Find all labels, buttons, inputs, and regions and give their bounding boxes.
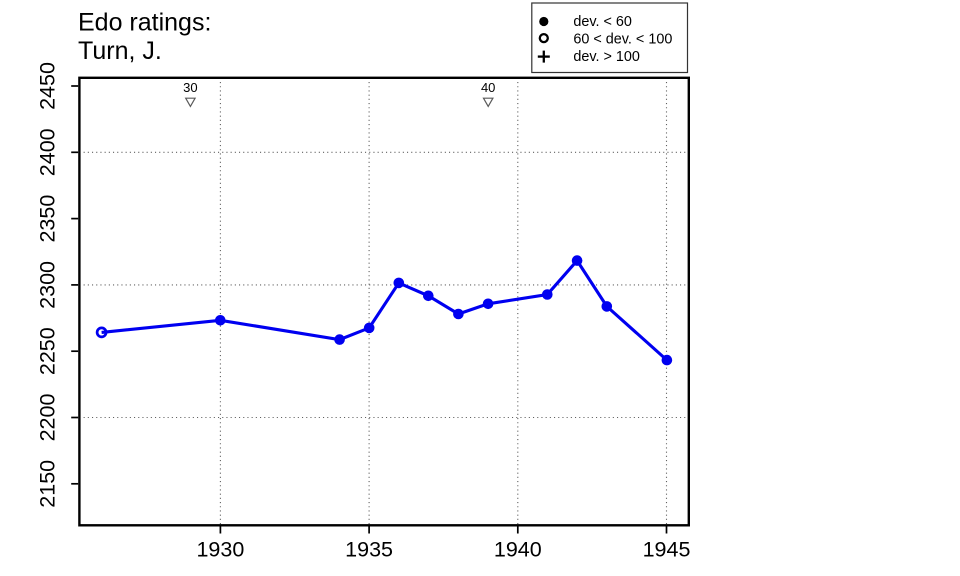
svg-text:30: 30	[183, 80, 197, 95]
svg-text:1930: 1930	[196, 538, 244, 562]
svg-text:2350: 2350	[36, 195, 60, 243]
svg-text:Turn, J.: Turn, J.	[78, 37, 162, 65]
svg-text:2250: 2250	[36, 327, 60, 375]
svg-text:1940: 1940	[494, 538, 542, 562]
svg-text:2300: 2300	[36, 261, 60, 309]
svg-text:1935: 1935	[345, 538, 393, 562]
svg-text:2400: 2400	[36, 128, 60, 176]
svg-text:2150: 2150	[36, 460, 60, 508]
svg-text:Edo ratings:: Edo ratings:	[78, 8, 211, 36]
svg-text:40: 40	[481, 80, 495, 95]
svg-text:dev. > 100: dev. > 100	[573, 49, 640, 65]
svg-text:2450: 2450	[36, 62, 60, 110]
svg-text:dev. < 60: dev. < 60	[573, 14, 632, 30]
svg-text:1945: 1945	[643, 538, 691, 562]
svg-text:2200: 2200	[36, 394, 60, 442]
svg-text:60 < dev. < 100: 60 < dev. < 100	[573, 31, 672, 47]
